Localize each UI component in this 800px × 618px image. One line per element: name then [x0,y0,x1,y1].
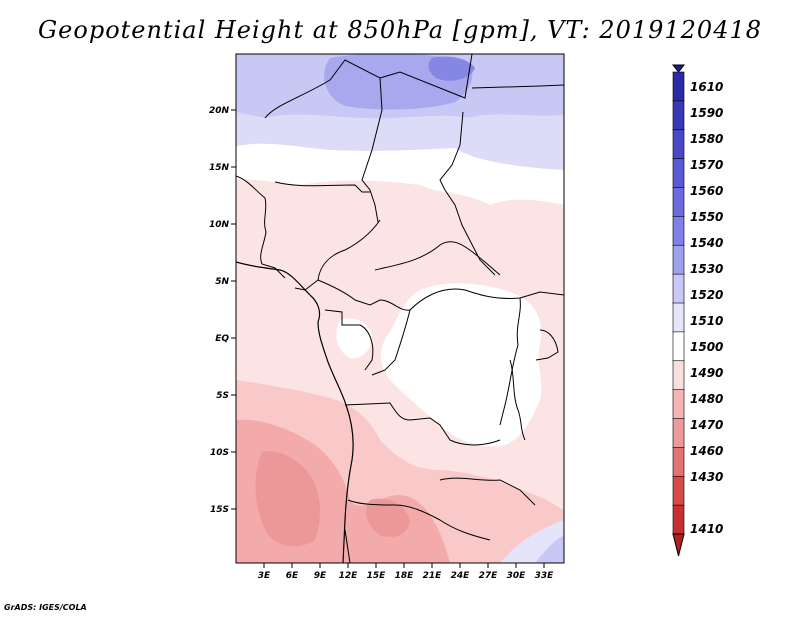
border-namibia-west [344,529,351,563]
colorbar-label-1490: 1490 [690,366,723,380]
lat-label-15n: 15N [209,163,230,173]
colorbar-label-1580: 1580 [690,132,723,146]
map-frame [235,53,565,564]
lat-label-15s: 15S [210,505,229,515]
lon-label-3e: 3E [258,571,271,581]
band-1550 [428,56,475,81]
lat-label-20n: 20N [209,106,230,116]
band-1510-gabon [336,318,372,359]
colorbar-label-1560: 1560 [690,184,723,198]
band-1520-se [535,535,564,563]
west-coast [236,261,354,563]
border-nigeria-west [236,175,286,279]
colorbar-segment [672,360,685,391]
colorbar-segment [672,158,685,189]
colorbar-segment [672,129,685,160]
colorbar-bottom-arrow [672,533,685,557]
border-car [374,241,501,276]
grads-credit: GrADS: IGES/COLA [4,603,87,612]
colorbar-segment [672,71,685,102]
colorbar-label-1470: 1470 [690,418,723,432]
lat-label-eq: EQ [215,334,229,344]
colorbar: 1610 1590 1580 1570 1560 1550 1540 1530 … [671,64,723,557]
lon-label-24e: 24E [451,571,471,581]
colorbar-top-arrow [671,64,686,73]
colorbar-segment [672,302,685,333]
border-egypt [471,84,564,89]
border-niger-south [274,181,370,193]
lat-label-10s: 10S [210,448,229,458]
band-1510-central [380,283,542,447]
colorbar-segments [672,71,685,535]
border-sudan [439,111,496,276]
lon-label-27e: 27E [479,571,499,581]
map-title: Geopotential Height at 850hPa [gpm], VT:… [38,16,762,44]
colorbar-segment [672,389,685,420]
colorbar-label-1480: 1480 [690,392,723,406]
band-1470 [255,451,320,547]
border-gabon [324,309,374,371]
colorbar-segment [672,504,685,535]
border-lakes [499,297,521,426]
lon-label-9e: 9E [314,571,327,581]
lon-label-15e: 15E [367,571,387,581]
lon-label-18e: 18E [395,571,415,581]
border-angola-north [344,402,501,446]
border-chad-west [361,77,383,223]
colorbar-label-1460: 1460 [690,444,723,458]
colorbar-segment [672,187,685,218]
colorbar-segment [672,331,685,362]
lon-label-30e: 30E [507,571,527,581]
colorbar-label-1610: 1610 [690,80,723,94]
colorbar-label-1550: 1550 [690,210,723,224]
colorbar-label-1540: 1540 [690,236,723,250]
lat-label-5n: 5N [215,277,229,287]
colorbar-label-1570: 1570 [690,158,723,172]
country-borders [236,54,564,563]
colorbar-segment [672,418,685,449]
colorbar-segment [672,447,685,478]
border-congo-north [317,279,564,311]
band-1510-north [236,143,564,205]
border-north [264,54,473,119]
lat-axis: 20N 15N 10N 5N EQ 5S 10S 15S [209,106,236,515]
colorbar-label-1410: 1410 [690,522,723,536]
colorbar-segment [672,244,685,275]
coastline [236,261,354,563]
lake-victoria [535,329,559,361]
lon-label-33e: 33E [535,571,555,581]
colorbar-label-1430: 1430 [690,470,723,484]
colorbar-segment [672,273,685,304]
colorbar-segment [672,100,685,131]
height-field [236,54,564,563]
lon-axis: 3E 6E 9E 12E 15E 18E 21E 24E 27E 30E 33E [258,563,554,581]
border-congo-rep [371,309,411,376]
colorbar-segment [672,216,685,247]
lat-label-10n: 10N [209,220,230,230]
colorbar-label-1500: 1500 [690,340,723,354]
colorbar-segment [672,475,685,506]
colorbar-labels: 1610 1590 1580 1570 1560 1550 1540 1530 … [690,80,723,536]
border-namibia [347,499,491,541]
lon-label-6e: 6E [286,571,299,581]
border-zambia [439,477,536,506]
border-cameroon [294,219,381,291]
colorbar-label-1510: 1510 [690,314,723,328]
colorbar-label-1590: 1590 [690,106,723,120]
lon-label-12e: 12E [339,571,359,581]
colorbar-label-1520: 1520 [690,288,723,302]
band-1470-b [366,498,410,537]
lake-tanganyika [509,359,526,441]
colorbar-label-1530: 1530 [690,262,723,276]
lon-label-21e: 21E [423,571,443,581]
lat-label-5s: 5S [216,391,229,401]
